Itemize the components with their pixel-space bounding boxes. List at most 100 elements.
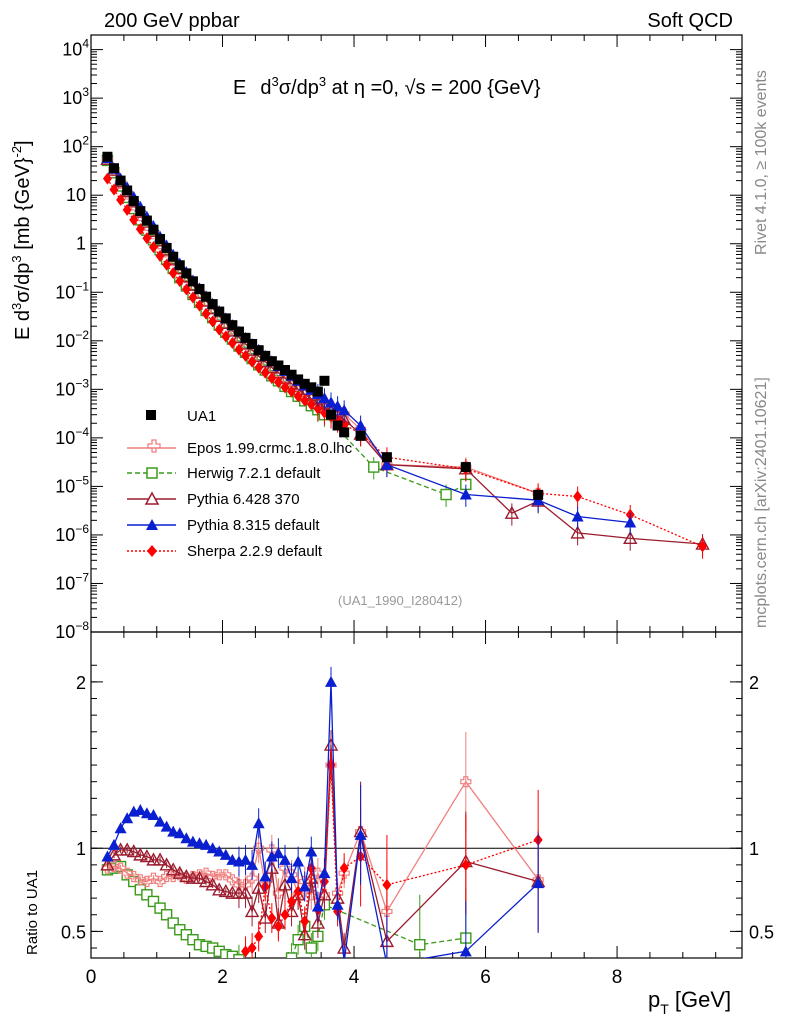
ratio-point-pythia6 <box>212 882 227 896</box>
ratio-point-pythia8 <box>278 853 291 865</box>
data-point-ua1 <box>247 338 258 349</box>
data-point-ua1 <box>194 283 205 294</box>
ratio-point-pythia8 <box>180 832 193 844</box>
main-y-tick-label: 10−2 <box>55 328 89 351</box>
data-point-ua1 <box>326 409 337 420</box>
data-point-sherpa <box>293 390 303 403</box>
data-point-sherpa <box>241 349 251 362</box>
ratio-point-epos <box>253 842 265 854</box>
header-left-title: 200 GeV ppbar <box>104 10 240 32</box>
ratio-point-epos <box>128 870 140 883</box>
ratio-point-sherpa <box>382 878 392 891</box>
data-point-pythia6 <box>623 530 638 545</box>
ratio-point-pythia8 <box>206 842 219 854</box>
data-point-ua1 <box>161 242 172 253</box>
main-y-tick-label: 10−1 <box>55 279 89 302</box>
ratio-point-herwig <box>305 942 317 954</box>
ratio-point-pythia8 <box>173 827 186 839</box>
data-point-sherpa <box>698 540 708 553</box>
data-point-sherpa <box>214 323 224 336</box>
ratio-point-pythia8 <box>213 845 226 857</box>
ratio-y-tick-label-left: 2 <box>76 673 86 693</box>
data-point-pythia6 <box>570 525 585 539</box>
data-point-sherpa <box>135 223 145 236</box>
data-point-sherpa <box>260 366 270 379</box>
ratio-point-sherpa <box>280 908 290 921</box>
data-point-sherpa <box>201 307 211 320</box>
data-point-ua1 <box>260 350 271 361</box>
ratio-point-epos <box>134 874 146 886</box>
ratio-point-pythia8 <box>325 675 338 687</box>
ratio-point-pythia8 <box>459 945 472 957</box>
main-y-tick-label: 10 <box>66 185 86 205</box>
ratio-point-pythia6 <box>238 885 253 899</box>
data-point-ua1 <box>102 151 113 162</box>
ratio-point-pythia6 <box>159 857 174 871</box>
data-point-ua1 <box>233 326 244 337</box>
data-point-ua1 <box>201 291 212 302</box>
legend-marker-sherpa <box>147 545 157 557</box>
data-point-ua1 <box>332 420 343 431</box>
data-point-ua1 <box>293 374 304 385</box>
data-point-herwig <box>440 488 452 501</box>
main-y-tick-label: 104 <box>62 37 89 60</box>
ratio-point-pythia6 <box>277 877 293 891</box>
ratio-point-pythia8 <box>219 848 232 860</box>
data-point-pythia6 <box>504 505 520 519</box>
ratio-point-herwig <box>160 909 173 921</box>
data-point-sherpa <box>300 394 310 407</box>
ratio-point-pythia8 <box>101 850 114 862</box>
data-point-sherpa <box>287 385 297 398</box>
legend-label-herwig: Herwig 7.2.1 default <box>187 465 321 482</box>
data-point-sherpa <box>188 291 198 304</box>
data-point-sherpa <box>234 343 244 356</box>
ratio-point-herwig <box>154 902 166 914</box>
ratio-series-sherpa <box>241 750 543 958</box>
data-point-pythia8 <box>325 396 338 408</box>
ratio-point-pythia6 <box>179 869 194 883</box>
x-tick-label: 6 <box>480 967 491 988</box>
data-point-ua1 <box>279 365 290 376</box>
ratio-point-epos <box>460 776 472 788</box>
x-tick-label: 0 <box>86 967 97 988</box>
data-point-ua1 <box>122 185 133 196</box>
ratio-point-pythia6 <box>126 844 141 858</box>
ratio-point-pythia8 <box>305 845 318 857</box>
ratio-point-epos <box>246 872 258 884</box>
ratio-point-sherpa <box>461 858 471 871</box>
ratio-point-pythia6 <box>284 903 299 918</box>
ratio-y-tick-label-left: 1 <box>76 839 86 859</box>
ratio-point-herwig <box>414 938 426 951</box>
data-point-ua1 <box>148 224 159 235</box>
ratio-point-pythia8 <box>265 850 278 862</box>
ratio-point-pythia6 <box>166 862 181 876</box>
ratio-y-tick-label-right: 0.5 <box>749 922 774 942</box>
data-point-sherpa <box>122 203 132 216</box>
data-point-sherpa <box>129 213 139 226</box>
x-tick-label: 8 <box>612 967 623 988</box>
data-point-sherpa <box>313 402 323 415</box>
data-point-pythia8 <box>624 516 637 528</box>
data-point-ua1 <box>220 313 231 324</box>
ratio-point-epos <box>154 875 166 888</box>
data-point-ua1 <box>207 299 218 310</box>
data-point-ua1 <box>227 320 238 331</box>
ratio-point-pythia8 <box>272 847 285 859</box>
ratio-plot-frame <box>90 631 743 959</box>
data-point-ua1 <box>128 195 139 206</box>
data-point-sherpa <box>142 232 152 245</box>
data-point-pythia8 <box>571 510 584 522</box>
data-point-pythia8 <box>338 404 351 416</box>
data-point-sherpa <box>109 183 119 196</box>
data-point-ua1 <box>135 206 146 217</box>
data-point-ua1 <box>299 378 310 389</box>
legend-marker-pythia6 <box>144 491 160 505</box>
legend-label-epos: Epos 1.99.crmc.1.8.0.lhc <box>187 440 353 457</box>
data-point-ua1 <box>533 489 544 500</box>
ratio-y-tick-label-left: 0.5 <box>61 922 86 942</box>
data-point-sherpa <box>280 381 290 394</box>
data-point-ua1 <box>109 163 120 174</box>
data-point-ua1 <box>273 360 284 371</box>
